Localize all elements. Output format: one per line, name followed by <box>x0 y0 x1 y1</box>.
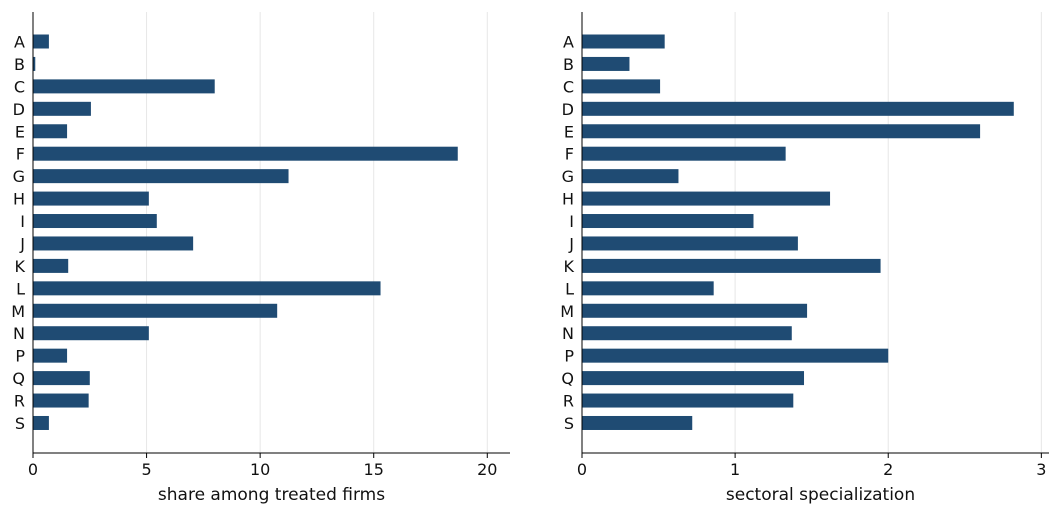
bar-R <box>33 393 89 408</box>
bar-E <box>33 124 68 139</box>
category-label: R <box>14 392 25 411</box>
category-label: A <box>563 33 574 52</box>
category-label: H <box>13 190 25 209</box>
bar-D <box>33 101 91 116</box>
x-tick-label: 10 <box>250 460 270 479</box>
category-label: S <box>15 414 25 433</box>
category-label: N <box>13 324 25 343</box>
bar-N <box>33 326 149 341</box>
bar-L <box>33 281 381 296</box>
category-label: H <box>562 190 574 209</box>
category-label: D <box>562 100 574 119</box>
category-label: B <box>563 55 574 74</box>
category-label: M <box>11 302 25 321</box>
bar-P <box>33 348 68 363</box>
bar-R <box>582 393 794 408</box>
category-label: Q <box>12 369 25 388</box>
x-tick-label: 3 <box>1036 460 1046 479</box>
category-label: L <box>565 279 574 298</box>
category-label: S <box>564 414 574 433</box>
x-tick-label: 1 <box>730 460 740 479</box>
bar-M <box>33 303 278 318</box>
category-label: M <box>560 302 574 321</box>
category-label: F <box>16 145 25 164</box>
bar-S <box>582 415 693 430</box>
bar-D <box>582 101 1014 116</box>
category-label: E <box>15 122 25 141</box>
bar-Q <box>582 371 805 386</box>
bar-L <box>582 281 714 296</box>
bar-K <box>33 258 69 273</box>
bar-P <box>582 348 889 363</box>
category-label: Q <box>561 369 574 388</box>
bar-Q <box>33 371 90 386</box>
bar-B <box>33 56 36 71</box>
category-label: B <box>14 55 25 74</box>
category-label: K <box>564 257 575 276</box>
bar-E <box>582 124 981 139</box>
bar-N <box>582 326 792 341</box>
category-label: D <box>13 100 25 119</box>
category-label: J <box>19 234 25 253</box>
category-label: I <box>569 212 574 231</box>
x-axis-title: sectoral specialization <box>726 485 915 505</box>
x-axis-title: share among treated firms <box>158 485 385 505</box>
bar-F <box>582 146 786 161</box>
bar-J <box>582 236 798 251</box>
bar-B <box>582 56 630 71</box>
bar-C <box>33 79 215 94</box>
bar-H <box>582 191 831 206</box>
category-label: P <box>564 347 574 366</box>
bar-G <box>582 169 679 184</box>
x-tick-label: 0 <box>577 460 587 479</box>
bar-K <box>582 258 881 273</box>
category-label: F <box>565 145 574 164</box>
category-label: L <box>16 279 25 298</box>
x-tick-label: 0 <box>28 460 38 479</box>
category-label: J <box>568 234 574 253</box>
category-label: A <box>14 33 25 52</box>
category-label: G <box>13 167 25 186</box>
bar-H <box>33 191 149 206</box>
category-label: G <box>562 167 574 186</box>
category-label: C <box>563 77 574 96</box>
bar-I <box>582 214 754 229</box>
bar-G <box>33 169 289 184</box>
x-tick-label: 2 <box>883 460 893 479</box>
category-label: N <box>562 324 574 343</box>
category-label: I <box>20 212 25 231</box>
bar-A <box>33 34 49 49</box>
category-label: R <box>563 392 574 411</box>
bar-I <box>33 214 157 229</box>
bar-C <box>582 79 661 94</box>
bar-A <box>582 34 665 49</box>
x-tick-label: 20 <box>477 460 497 479</box>
category-label: E <box>564 122 574 141</box>
bar-J <box>33 236 194 251</box>
x-tick-label: 15 <box>364 460 384 479</box>
x-tick-label: 5 <box>141 460 151 479</box>
category-label: K <box>15 257 26 276</box>
bar-F <box>33 146 458 161</box>
bar-S <box>33 415 49 430</box>
bar-M <box>582 303 808 318</box>
category-label: C <box>14 77 25 96</box>
category-label: P <box>15 347 25 366</box>
